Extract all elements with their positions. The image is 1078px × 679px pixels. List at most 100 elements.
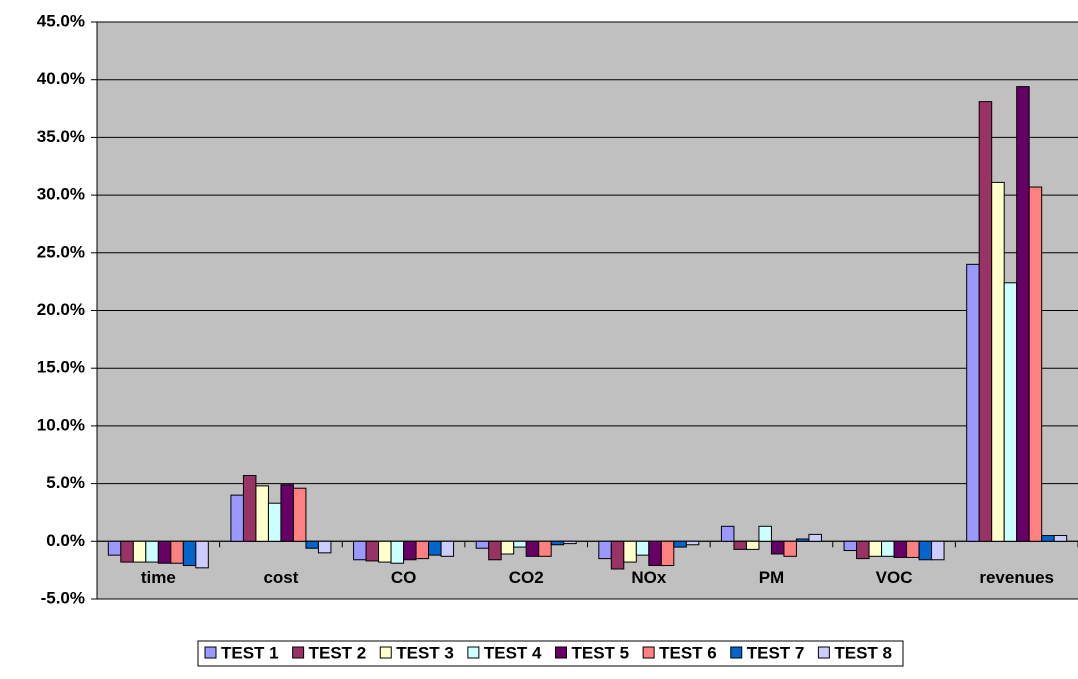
legend-label: TEST 1	[221, 643, 279, 662]
y-tick-label: 5.0%	[46, 473, 85, 492]
bar	[745, 540, 760, 550]
bar	[783, 540, 797, 557]
legend-swatch	[204, 646, 217, 659]
x-tick-label: PM	[759, 568, 785, 587]
bar	[685, 540, 700, 546]
legend	[197, 640, 904, 667]
bar	[305, 540, 319, 549]
bar	[550, 540, 565, 546]
bar	[770, 540, 785, 555]
x-tick-label: cost	[263, 568, 298, 587]
bar	[390, 540, 405, 564]
bar	[415, 540, 430, 560]
bar	[365, 540, 380, 562]
y-tick-label: -5.0%	[41, 588, 85, 607]
legend-swatch	[642, 646, 655, 659]
bar	[893, 540, 908, 558]
bar	[1053, 535, 1068, 542]
x-tick-label: CO2	[509, 568, 544, 587]
bar	[1003, 282, 1018, 542]
bar	[440, 540, 455, 557]
y-tick-label: 25.0%	[37, 242, 85, 261]
x-tick-label: VOC	[876, 568, 913, 587]
x-tick-label: revenues	[979, 568, 1054, 587]
y-tick-label: 0.0%	[46, 531, 85, 550]
bar	[673, 540, 687, 548]
bar	[598, 540, 612, 560]
bar	[856, 540, 870, 560]
bar	[868, 540, 883, 557]
bar	[120, 540, 134, 563]
bar	[255, 485, 269, 542]
bar	[931, 540, 945, 561]
y-tick-label: 45.0%	[37, 11, 85, 30]
bar	[157, 540, 172, 564]
legend-label: TEST 4	[484, 643, 542, 662]
y-tick-label: 15.0%	[37, 358, 85, 377]
bar	[107, 540, 122, 556]
bar	[808, 533, 822, 542]
bar	[881, 540, 895, 557]
bar	[145, 540, 159, 563]
bar	[623, 540, 637, 563]
legend-swatch	[817, 646, 830, 659]
bar	[635, 540, 650, 556]
bar	[966, 263, 980, 542]
bar	[195, 540, 209, 569]
bar	[488, 540, 502, 561]
bar	[428, 540, 442, 556]
y-tick-label: 20.0%	[37, 300, 85, 319]
bar	[525, 540, 540, 557]
bar	[132, 540, 147, 563]
x-tick-label: time	[141, 568, 176, 587]
legend-swatch	[730, 646, 743, 659]
bar	[280, 484, 294, 542]
bar	[230, 494, 244, 542]
x-tick-label: NOx	[631, 568, 667, 587]
legend-label: TEST 3	[396, 643, 454, 662]
bar	[378, 540, 392, 563]
bar	[918, 540, 933, 561]
bar	[720, 525, 735, 542]
bar	[795, 538, 810, 542]
bar	[1016, 86, 1030, 542]
x-tick-label: CO	[391, 568, 417, 587]
bar	[513, 540, 527, 548]
bar	[648, 540, 662, 567]
bar	[403, 540, 417, 561]
legend-label: TEST 2	[309, 643, 367, 662]
bar	[1028, 186, 1043, 542]
bar	[610, 540, 625, 570]
bar	[170, 540, 184, 564]
bar	[660, 540, 675, 567]
y-tick-label: 10.0%	[37, 415, 85, 434]
bar	[991, 181, 1005, 542]
y-tick-label: 35.0%	[37, 127, 85, 146]
y-tick-label: 40.0%	[37, 69, 85, 88]
bar	[538, 540, 552, 557]
bar	[317, 540, 332, 554]
bar	[563, 540, 577, 545]
bar	[978, 101, 993, 542]
legend-swatch	[555, 646, 567, 659]
bar	[292, 487, 307, 542]
legend-label: TEST 6	[659, 643, 717, 662]
bar	[353, 540, 367, 561]
bar	[733, 540, 747, 550]
bar	[1041, 535, 1055, 542]
y-tick-label: 30.0%	[37, 185, 85, 204]
bar	[475, 540, 490, 549]
bar	[267, 502, 282, 542]
legend-label: TEST 7	[747, 643, 805, 662]
bar	[758, 525, 772, 542]
legend-swatch	[379, 646, 392, 659]
legend-swatch	[292, 646, 305, 659]
bar	[843, 540, 858, 552]
bar	[182, 540, 197, 567]
bar	[500, 540, 515, 555]
legend-swatch	[467, 646, 480, 659]
legend-label: TEST 8	[834, 643, 892, 662]
bar	[906, 540, 920, 558]
bar	[242, 475, 257, 542]
